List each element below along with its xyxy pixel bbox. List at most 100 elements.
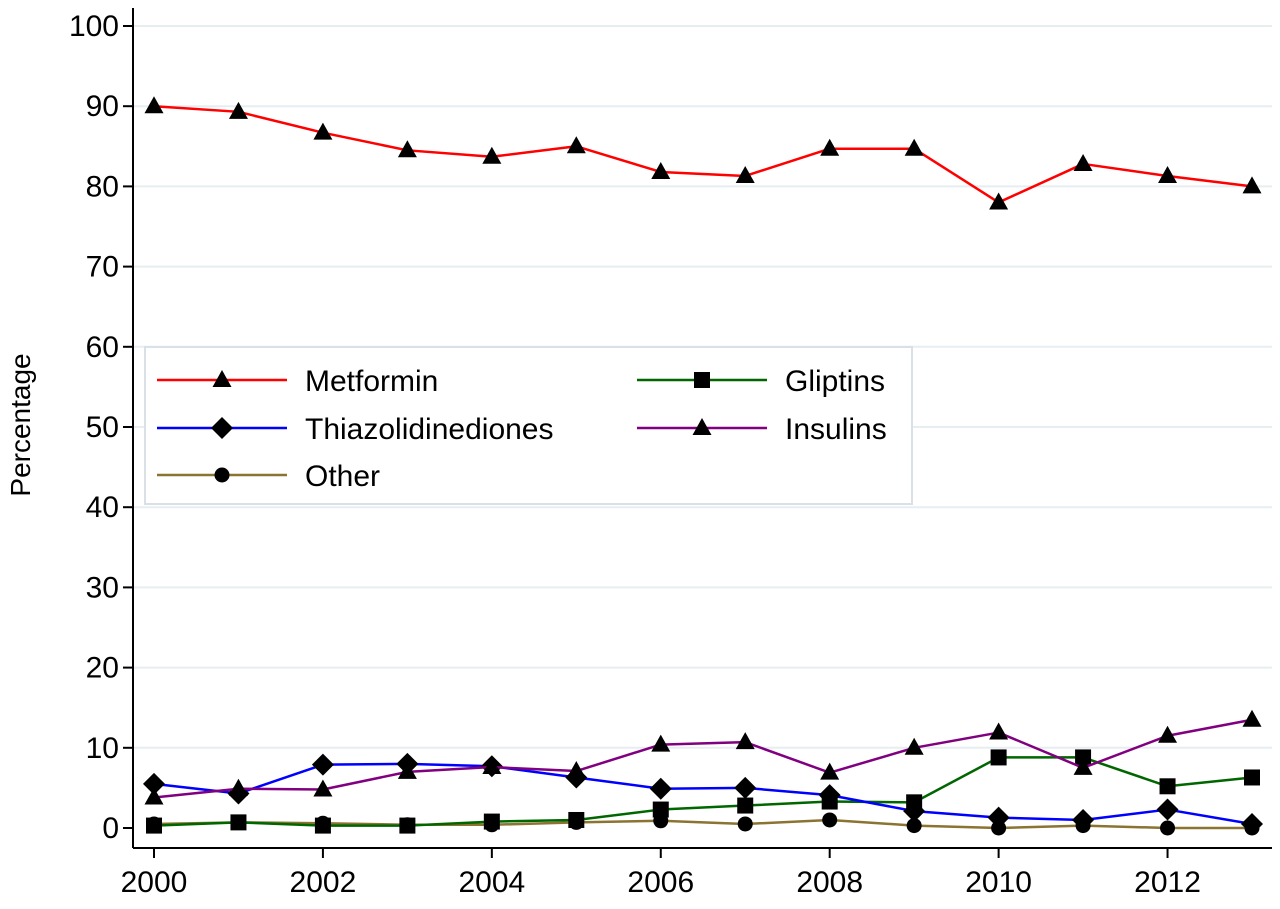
data-point-insulins (651, 734, 671, 752)
legend-label: Metformin (305, 365, 438, 398)
legend-item-thiazolidinediones: Thiazolidinediones (157, 413, 554, 446)
y-tick-label: 90 (86, 90, 119, 123)
legend-label: Insulins (785, 413, 887, 446)
data-point-thiazolidinediones (903, 800, 926, 823)
legend-item-insulins: Insulins (637, 413, 887, 446)
data-point-thiazolidinediones (143, 772, 165, 795)
data-point-insulins (313, 779, 333, 797)
data-point-metformin (228, 101, 248, 119)
data-point-gliptins (1159, 778, 1176, 795)
legend-marker (692, 418, 712, 435)
data-point-gliptins (652, 801, 669, 818)
data-point-thiazolidinediones (818, 784, 841, 807)
series-gliptins (146, 749, 1260, 834)
data-point-insulins (904, 737, 924, 755)
x-tick-label: 2010 (965, 866, 1032, 899)
y-tick-label: 70 (86, 251, 119, 284)
data-point-metformin (482, 146, 502, 164)
data-point-thiazolidinediones (649, 777, 672, 800)
data-point-other (737, 816, 753, 832)
data-point-metformin (989, 192, 1009, 210)
series-metformin (144, 96, 1262, 210)
y-tick-label: 40 (86, 491, 119, 524)
legend-box (144, 346, 913, 505)
axes: 0 10 20 30 40 50 60 70 80 90 100 2000 2002 2004 2006 20… (69, 8, 1272, 899)
legend-marker (212, 370, 232, 387)
legend-item-other: Other (157, 460, 380, 493)
data-point-gliptins (230, 814, 247, 831)
legend-marker (214, 467, 230, 483)
x-tick-label: 2002 (290, 866, 357, 899)
y-tick-label: 0 (102, 812, 119, 845)
series-line-thiazolidinediones (153, 762, 1253, 826)
y-tick-label: 20 (86, 652, 119, 685)
legend-item-gliptins: Gliptins (637, 365, 885, 398)
x-tick-label: 2000 (121, 866, 188, 899)
y-tick-label: 10 (86, 732, 119, 765)
y-tick-label: 30 (86, 571, 119, 604)
x-tick-label: 2004 (458, 866, 525, 899)
data-point-metformin (820, 138, 840, 156)
data-point-gliptins (483, 813, 500, 830)
data-point-insulins (1073, 757, 1093, 775)
x-tick-label: 2012 (1134, 866, 1201, 899)
legend-item-metformin: Metformin (157, 365, 438, 398)
x-tick-label: 2008 (796, 866, 863, 899)
data-point-other (822, 812, 838, 828)
legend-label: Other (305, 460, 380, 493)
data-point-metformin (313, 122, 333, 140)
y-tick-label: 80 (86, 170, 119, 203)
data-point-other (1160, 820, 1176, 836)
series-insulins (144, 709, 1262, 805)
series-line-insulins (153, 718, 1253, 799)
data-point-insulins (228, 778, 248, 796)
data-point-insulins (989, 722, 1009, 740)
legend-label: Thiazolidinediones (305, 413, 554, 446)
x-tick-label: 2006 (627, 866, 694, 899)
data-point-thiazolidinediones (1241, 812, 1263, 835)
legend-label: Gliptins (785, 365, 885, 398)
series-line-metformin (153, 104, 1253, 204)
data-point-gliptins (146, 817, 162, 834)
data-point-gliptins (568, 811, 585, 828)
series-layer (143, 96, 1263, 836)
series-line-gliptins (153, 756, 1253, 827)
data-point-thiazolidinediones (1156, 798, 1179, 821)
data-point-thiazolidinediones (734, 776, 757, 799)
legend-marker (694, 372, 710, 388)
data-point-other (906, 818, 922, 834)
legend-marker (211, 417, 233, 439)
data-point-insulins (1242, 709, 1262, 727)
legend: Metformin Gliptins Thiazolidinediones Insul… (144, 346, 913, 505)
data-point-metformin (1242, 176, 1262, 194)
data-point-metformin (735, 165, 755, 183)
data-point-gliptins (990, 749, 1007, 766)
data-point-gliptins (1244, 769, 1260, 786)
data-point-metformin (651, 161, 671, 179)
y-tick-label: 100 (69, 10, 119, 43)
data-point-insulins (566, 761, 586, 779)
data-point-gliptins (314, 817, 331, 834)
series-line-other (153, 818, 1252, 830)
data-point-gliptins (1075, 749, 1092, 766)
data-point-gliptins (399, 817, 416, 834)
data-point-thiazolidinediones (311, 753, 334, 776)
data-point-thiazolidinediones (987, 806, 1010, 829)
data-point-metformin (1158, 165, 1178, 183)
data-point-gliptins (737, 797, 754, 814)
data-point-insulins (735, 732, 755, 750)
data-point-metformin (566, 136, 586, 154)
y-axis-title: Percentage (5, 353, 36, 496)
data-point-thiazolidinediones (1072, 808, 1095, 831)
data-point-insulins (397, 761, 417, 779)
data-point-metformin (904, 138, 924, 156)
y-tick-label: 50 (86, 411, 119, 444)
data-point-metformin (144, 96, 164, 114)
data-point-insulins (1158, 725, 1178, 743)
data-point-insulins (144, 787, 164, 805)
data-point-insulins (820, 762, 840, 780)
data-point-insulins (482, 757, 502, 775)
y-tick-label: 60 (86, 331, 119, 364)
data-point-metformin (397, 140, 417, 158)
